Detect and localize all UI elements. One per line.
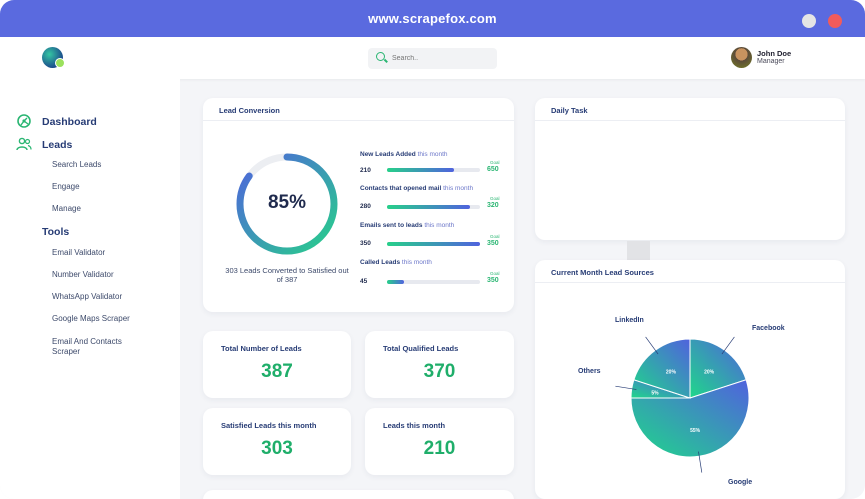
user-name: John Doe: [757, 49, 792, 58]
stat-card-total-leads[interactable]: Total Number of Leads 387: [203, 331, 351, 398]
metric-label-emails-sent: Emails sent to leads this month: [360, 222, 455, 229]
goal-label: Goal: [490, 196, 500, 201]
divider: [535, 120, 845, 121]
stat-value: 370: [423, 361, 456, 382]
divider: [535, 282, 845, 283]
stat-title: Leads this month: [383, 421, 446, 430]
search-box[interactable]: [368, 48, 497, 69]
sidebar-item-email-contacts-scraper[interactable]: Email And Contacts Scraper: [52, 337, 122, 356]
search-input[interactable]: [392, 52, 492, 65]
metric-label-called-leads: Called Leads this month: [360, 259, 432, 266]
metric-progress-fill: [387, 205, 470, 209]
browser-title-bar: www.scrapefox.com: [0, 0, 865, 37]
sidebar-item-label: Dashboard: [42, 116, 97, 128]
stat-value: 303: [261, 438, 293, 459]
pie-leader-line: [645, 336, 659, 355]
goal-value: 320: [487, 202, 499, 209]
minimize-button[interactable]: [802, 14, 816, 28]
stat-title: Satisfied Leads this month: [221, 421, 317, 430]
stat-card-satisfied-leads[interactable]: Satisfied Leads this month 303: [203, 408, 351, 475]
card-title: Daily Task: [551, 106, 588, 115]
metric-progress-fill: [387, 242, 480, 246]
sidebar: Dashboard Leads Search Leads Engage Mana…: [0, 79, 180, 499]
app-logo-icon[interactable]: [42, 47, 65, 68]
stat-value: 210: [423, 438, 456, 459]
app-header: John Doe Manager: [0, 37, 865, 79]
scroll-handle[interactable]: [627, 241, 650, 260]
user-avatar[interactable]: [731, 47, 752, 68]
metric-current: 350: [360, 240, 371, 247]
browser-url: www.scrapefox.com: [368, 11, 497, 26]
user-role: Manager: [757, 58, 785, 65]
stat-title: Total Qualified Leads: [383, 344, 459, 353]
pie-label-others: Others: [578, 368, 601, 375]
metric-progress-track: [387, 280, 480, 284]
goal-label: Goal: [490, 160, 500, 165]
conversion-percent: 85%: [267, 192, 307, 213]
pie-label-facebook: Facebook: [752, 325, 785, 332]
sidebar-item-google-maps-scraper[interactable]: Google Maps Scraper: [52, 314, 130, 323]
sidebar-item-label: Leads: [42, 139, 73, 151]
lead-conversion-card: Lead Conversion 85% 303 Leads Converted …: [203, 98, 514, 312]
metric-progress-track: [387, 205, 480, 209]
dashboard-gauge-icon: [17, 114, 31, 128]
pie-slice-value-label: 20%: [666, 370, 677, 376]
goal-label: Goal: [490, 234, 500, 239]
sidebar-section-tools[interactable]: Tools: [42, 226, 70, 238]
stat-card-qualified-leads[interactable]: Total Qualified Leads 370: [365, 331, 514, 398]
pie-slice-value-label: 20%: [704, 370, 715, 376]
card-title: Current Month Lead Sources: [551, 268, 654, 277]
goal-value: 650: [487, 166, 499, 173]
lead-sources-pie-chart: 20% 55% 5% 20%: [615, 336, 750, 473]
conversion-caption: 303 Leads Converted to Satisfied out of …: [225, 266, 349, 284]
sidebar-item-email-validator[interactable]: Email Validator: [52, 248, 106, 257]
metric-label-new-leads: New Leads Added this month: [360, 151, 448, 158]
card-title: Lead Conversion: [219, 106, 280, 115]
close-button[interactable]: [828, 14, 842, 28]
pie-slice-value-label: 55%: [690, 428, 701, 434]
sidebar-item-whatsapp-validator[interactable]: WhatsApp Validator: [52, 292, 123, 301]
goal-value: 350: [487, 240, 499, 247]
metric-progress-fill: [387, 168, 454, 172]
stat-value: 387: [261, 361, 293, 382]
conversion-ring-chart: [236, 153, 338, 255]
stat-card-leads-this-month[interactable]: Leads this month 210: [365, 408, 514, 475]
pie-label-linkedin: LinkedIn: [615, 317, 644, 324]
metric-progress-fill: [387, 280, 404, 284]
metric-progress-track: [387, 242, 480, 246]
goal-value: 350: [487, 277, 499, 284]
sidebar-item-number-validator[interactable]: Number Validator: [52, 270, 114, 279]
metric-progress-track: [387, 168, 480, 172]
pie-leader-line: [698, 451, 703, 473]
sidebar-item-manage[interactable]: Manage: [52, 204, 81, 213]
sidebar-item-search-leads[interactable]: Search Leads: [52, 160, 102, 169]
bottom-card-partial: [203, 490, 514, 499]
divider: [203, 120, 514, 121]
search-icon: [376, 52, 385, 61]
metric-current: 280: [360, 203, 371, 210]
pie-slice-value-label: 5%: [651, 390, 659, 396]
metric-label-opened-mail: Contacts that opened mail this month: [360, 185, 474, 192]
conversion-ring-arc: [236, 153, 338, 255]
metric-current: 210: [360, 167, 371, 174]
goal-label: Goal: [490, 271, 500, 276]
conversion-ring: 85%: [233, 150, 341, 258]
pie-leader-line: [721, 336, 735, 355]
pie-leader-line: [615, 385, 637, 390]
sidebar-item-engage[interactable]: Engage: [52, 182, 80, 191]
stat-title: Total Number of Leads: [221, 344, 302, 353]
users-icon: [16, 137, 32, 151]
metric-current: 45: [360, 278, 368, 285]
pie-label-google: Google: [728, 479, 753, 486]
daily-task-card: Daily Task: [535, 98, 845, 240]
